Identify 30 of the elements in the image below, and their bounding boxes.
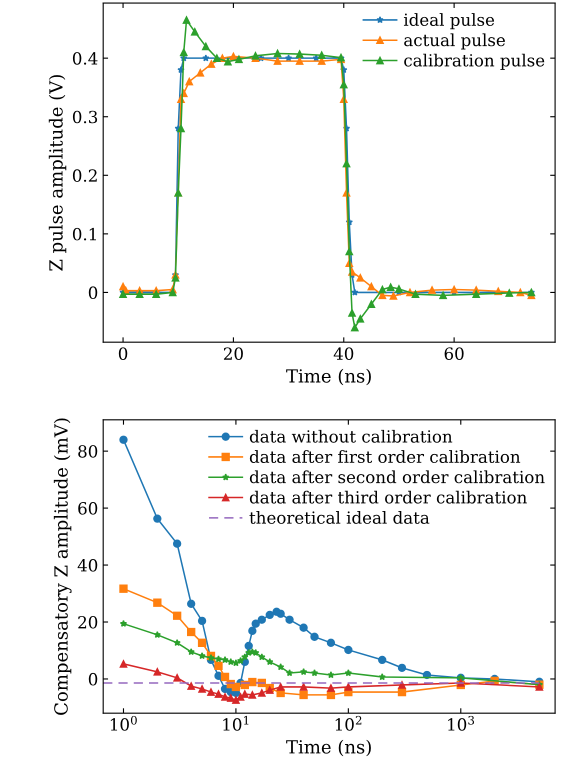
legend-label: ideal pulse — [404, 13, 494, 30]
legend-label: data after third order calibration — [250, 490, 527, 504]
x-tick-label: 10$^{1}$ — [223, 716, 248, 731]
x-tick-label: 40 — [334, 347, 354, 360]
x-tick-label: 20 — [224, 347, 243, 360]
legend-label: theoretical ideal data — [250, 511, 430, 524]
legend-label: calibration pulse — [404, 54, 544, 70]
y-tick-label: 0.2 — [72, 169, 97, 182]
y-tick-label: 80 — [78, 445, 98, 458]
y-axis-title: Z pulse amplitude (V) — [48, 75, 66, 271]
x-axis-title: Time (ns) — [286, 368, 371, 386]
y-tick-label: 0.4 — [72, 52, 98, 65]
y-tick-label: 0 — [88, 286, 98, 299]
y-tick-label: 20 — [78, 616, 98, 629]
y-tick-label: 0.3 — [72, 110, 98, 124]
y-tick-label: 60 — [78, 502, 98, 515]
legend-label: actual pulse — [404, 33, 505, 50]
x-axis-title: Time (ns) — [286, 740, 371, 756]
legend-label: data without calibration — [250, 430, 452, 443]
y-tick-label: 40 — [78, 559, 98, 572]
legend-label: data after second order calibration — [250, 470, 545, 484]
x-tick-label: 10$^{2}$ — [336, 716, 362, 731]
x-tick-label: 10$^{3}$ — [448, 716, 474, 731]
y-tick-label: 0.1 — [72, 228, 96, 240]
x-tick-label: 60 — [444, 347, 464, 360]
legend-label: data after first order calibration — [250, 450, 520, 464]
y-tick-label: 0 — [88, 672, 98, 686]
x-tick-label: 10$^{0}$ — [110, 716, 137, 731]
y-axis-title: Compensatory Z amplitude (mV) — [54, 418, 72, 715]
x-tick-label: 0 — [118, 347, 128, 360]
